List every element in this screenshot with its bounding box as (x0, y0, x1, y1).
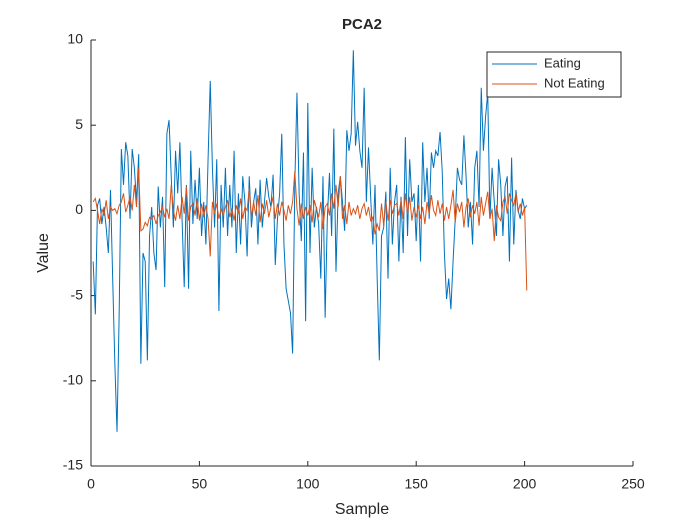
x-tick-label: 150 (405, 476, 429, 492)
x-tick-label: 200 (513, 476, 537, 492)
legend-box (486, 51, 622, 98)
x-tick-label: 0 (87, 476, 95, 492)
chart-title: PCA2 (342, 16, 382, 33)
y-tick-label: 0 (75, 201, 83, 217)
data-line (92, 50, 528, 432)
y-axis-label: Value (35, 233, 52, 273)
x-tick-label: 100 (296, 476, 320, 492)
y-tick-label: 10 (67, 31, 83, 47)
y-tick-label: -15 (63, 457, 83, 473)
y-tick-label: -10 (63, 372, 83, 388)
legend-label: Not Eating (544, 75, 605, 90)
x-tick-label: 250 (621, 476, 645, 492)
y-tick-label: -5 (71, 286, 84, 302)
y-tick-label: 5 (75, 116, 83, 132)
data-line (92, 167, 528, 291)
x-tick-label: 50 (192, 476, 208, 492)
legend-label: Eating (544, 55, 581, 70)
x-axis-label: Sample (335, 501, 389, 518)
